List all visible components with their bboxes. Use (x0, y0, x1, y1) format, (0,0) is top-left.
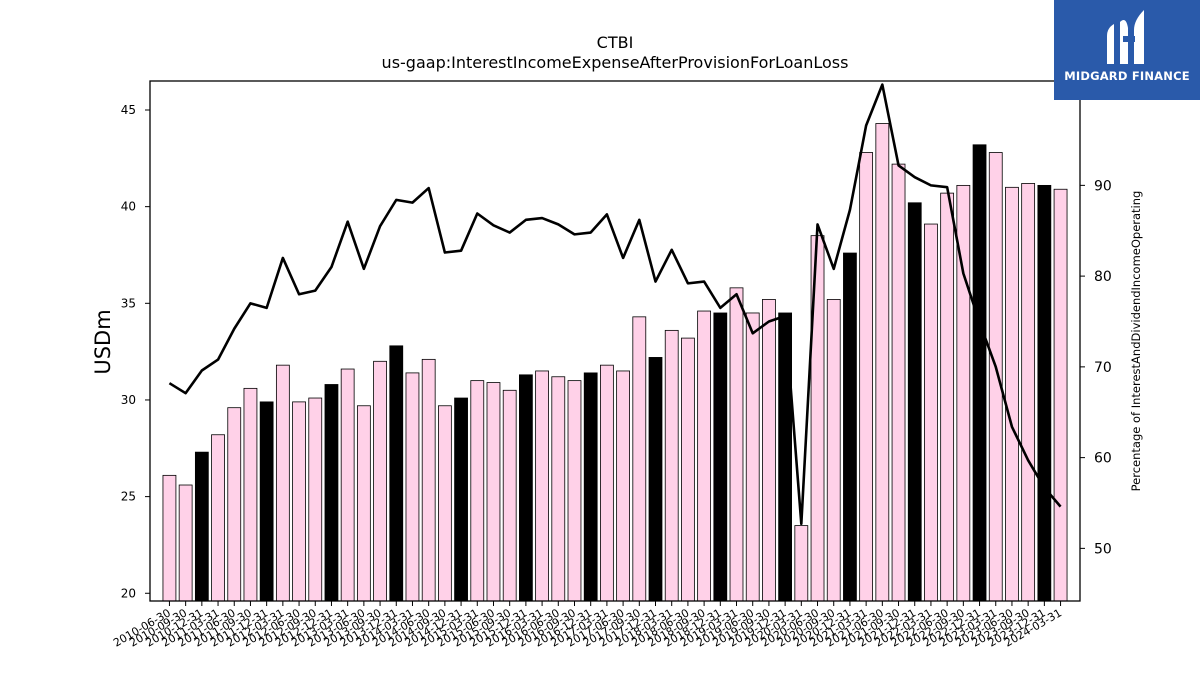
bar (470, 380, 485, 602)
bar (243, 387, 258, 602)
bar (713, 312, 728, 602)
bar (259, 401, 274, 602)
line-path (168, 83, 1062, 526)
line-series (168, 83, 1062, 526)
y-tick-label: 20 (121, 586, 136, 600)
bar (875, 123, 890, 602)
bar (859, 152, 874, 602)
y-tick-label: 45 (121, 103, 136, 117)
bar (567, 380, 582, 602)
axes: 20253035404550607080901002010-06-302010-… (111, 80, 1121, 650)
bar (389, 345, 404, 602)
chart-subtitle: us-gaap:InterestIncomeExpenseAfterProvis… (382, 53, 849, 72)
y-tick-label: 40 (121, 200, 136, 214)
bar (162, 474, 177, 602)
logo-mark-icon (1107, 10, 1144, 64)
brand-logo: MIDGARD FINANCE (1054, 0, 1200, 100)
y-tick-label: 25 (121, 490, 136, 504)
bar (486, 382, 501, 602)
y-tick-label: 35 (121, 296, 136, 310)
bar (1053, 188, 1068, 602)
y-tick-label: 30 (121, 393, 136, 407)
logo-text: MIDGARD FINANCE (1064, 69, 1190, 83)
bar (681, 337, 695, 602)
bar (1005, 186, 1019, 602)
y2-axis-label: Percentage of InterestAndDividendIncomeO… (1129, 191, 1143, 492)
y2-tick-label: 70 (1094, 360, 1112, 376)
bar (454, 397, 468, 602)
bar (1021, 183, 1036, 602)
bar (762, 299, 776, 602)
bar (924, 223, 938, 602)
bar (502, 389, 517, 602)
bar (664, 329, 679, 602)
bar (940, 192, 955, 602)
bar (519, 374, 533, 602)
bar (826, 299, 841, 602)
bar (275, 364, 290, 602)
bar (308, 397, 323, 602)
bar (907, 202, 922, 602)
bar (583, 372, 598, 602)
bar (324, 384, 339, 602)
bar (535, 370, 549, 602)
chart-title: CTBI (597, 33, 634, 52)
bar (437, 405, 452, 602)
y-axis-label: USDm (91, 309, 115, 374)
bar (340, 368, 355, 602)
plot-frame (149, 80, 1081, 602)
y2-tick-label: 90 (1094, 178, 1112, 194)
bar (745, 312, 760, 602)
bar (616, 370, 630, 602)
y2-tick-label: 50 (1094, 541, 1112, 557)
bar (632, 316, 647, 602)
bar (551, 376, 566, 602)
y2-tick-label: 80 (1094, 269, 1112, 285)
bar (697, 310, 711, 602)
bar (227, 407, 242, 602)
y2-tick-label: 60 (1094, 451, 1112, 467)
bar (178, 484, 193, 602)
bar-series (162, 123, 1068, 602)
bar (211, 434, 225, 602)
bar (778, 312, 793, 602)
bar (194, 451, 209, 602)
bar (843, 252, 857, 602)
bar (1037, 184, 1052, 602)
bar (292, 401, 306, 602)
bar (729, 287, 744, 602)
bar (421, 358, 436, 602)
bar (600, 364, 614, 602)
bar (648, 357, 663, 602)
bar (988, 152, 1003, 602)
bar (373, 360, 387, 602)
bar (891, 163, 906, 602)
bar (972, 144, 987, 602)
bar (405, 372, 420, 602)
bar (356, 405, 371, 602)
bar (794, 525, 809, 602)
